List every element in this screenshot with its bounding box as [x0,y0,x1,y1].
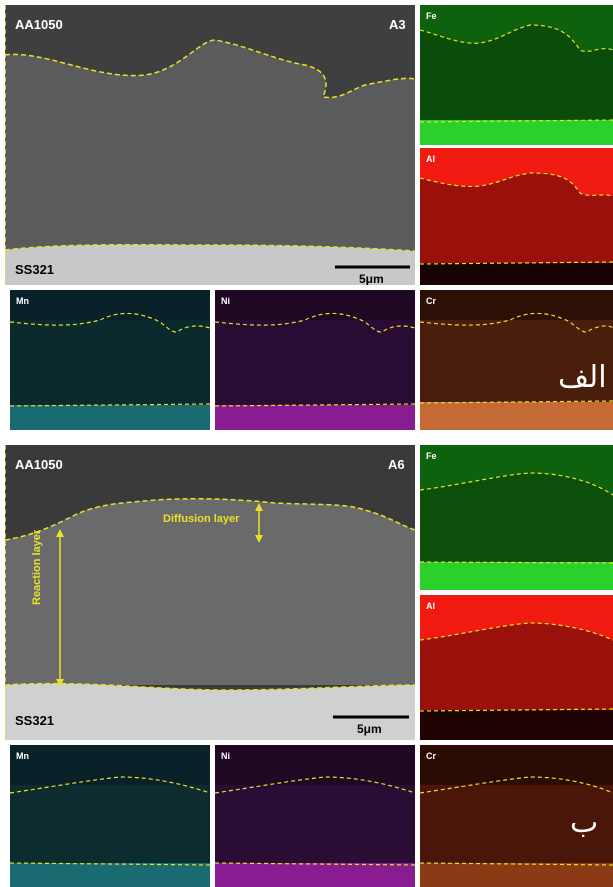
al-map-a: Al [420,148,613,285]
element-label-mn: Mn [16,296,29,306]
cr-map-b: Cr ب [420,745,613,887]
element-label-ni: Ni [221,296,230,306]
ni-map-a: Ni [215,290,415,430]
sample-label: AA1050 [15,457,63,472]
scale-bar-label: 5μm [357,722,382,736]
fe-map-a: Fe [420,5,613,145]
element-label-al: Al [426,154,435,164]
sample-id-label: A3 [389,17,406,32]
sem-image-a3: AA1050 A3 SS321 5μm [5,5,415,285]
scale-bar-label: 5μm [359,272,384,285]
element-label-fe: Fe [426,11,437,21]
element-label-cr: Cr [426,751,437,761]
reaction-layer-label: Reaction layer [31,529,43,605]
element-label-cr: Cr [426,296,437,306]
cr-map-a: Cr الف [420,290,613,430]
element-label-fe: Fe [426,451,437,461]
diffusion-layer-label: Diffusion layer [163,513,240,525]
element-label-mn: Mn [16,751,29,761]
fe-map-b: Fe [420,445,613,590]
element-label-al: Al [426,601,435,611]
panel-letter-b: ب [570,805,599,840]
sample-id-label: A6 [388,457,405,472]
panel-letter-a: الف [558,360,607,395]
al-map-b: Al [420,595,613,740]
mn-map-b: Mn [10,745,210,887]
substrate-label: SS321 [15,713,55,728]
sample-label: AA1050 [15,17,63,32]
sem-image-a6: AA1050 A6 SS321 5μm Diffusion layer Reac… [5,445,415,740]
mn-map-a: Mn [10,290,210,430]
element-label-ni: Ni [221,751,230,761]
ni-map-b: Ni [215,745,415,887]
substrate-label: SS321 [15,262,55,277]
